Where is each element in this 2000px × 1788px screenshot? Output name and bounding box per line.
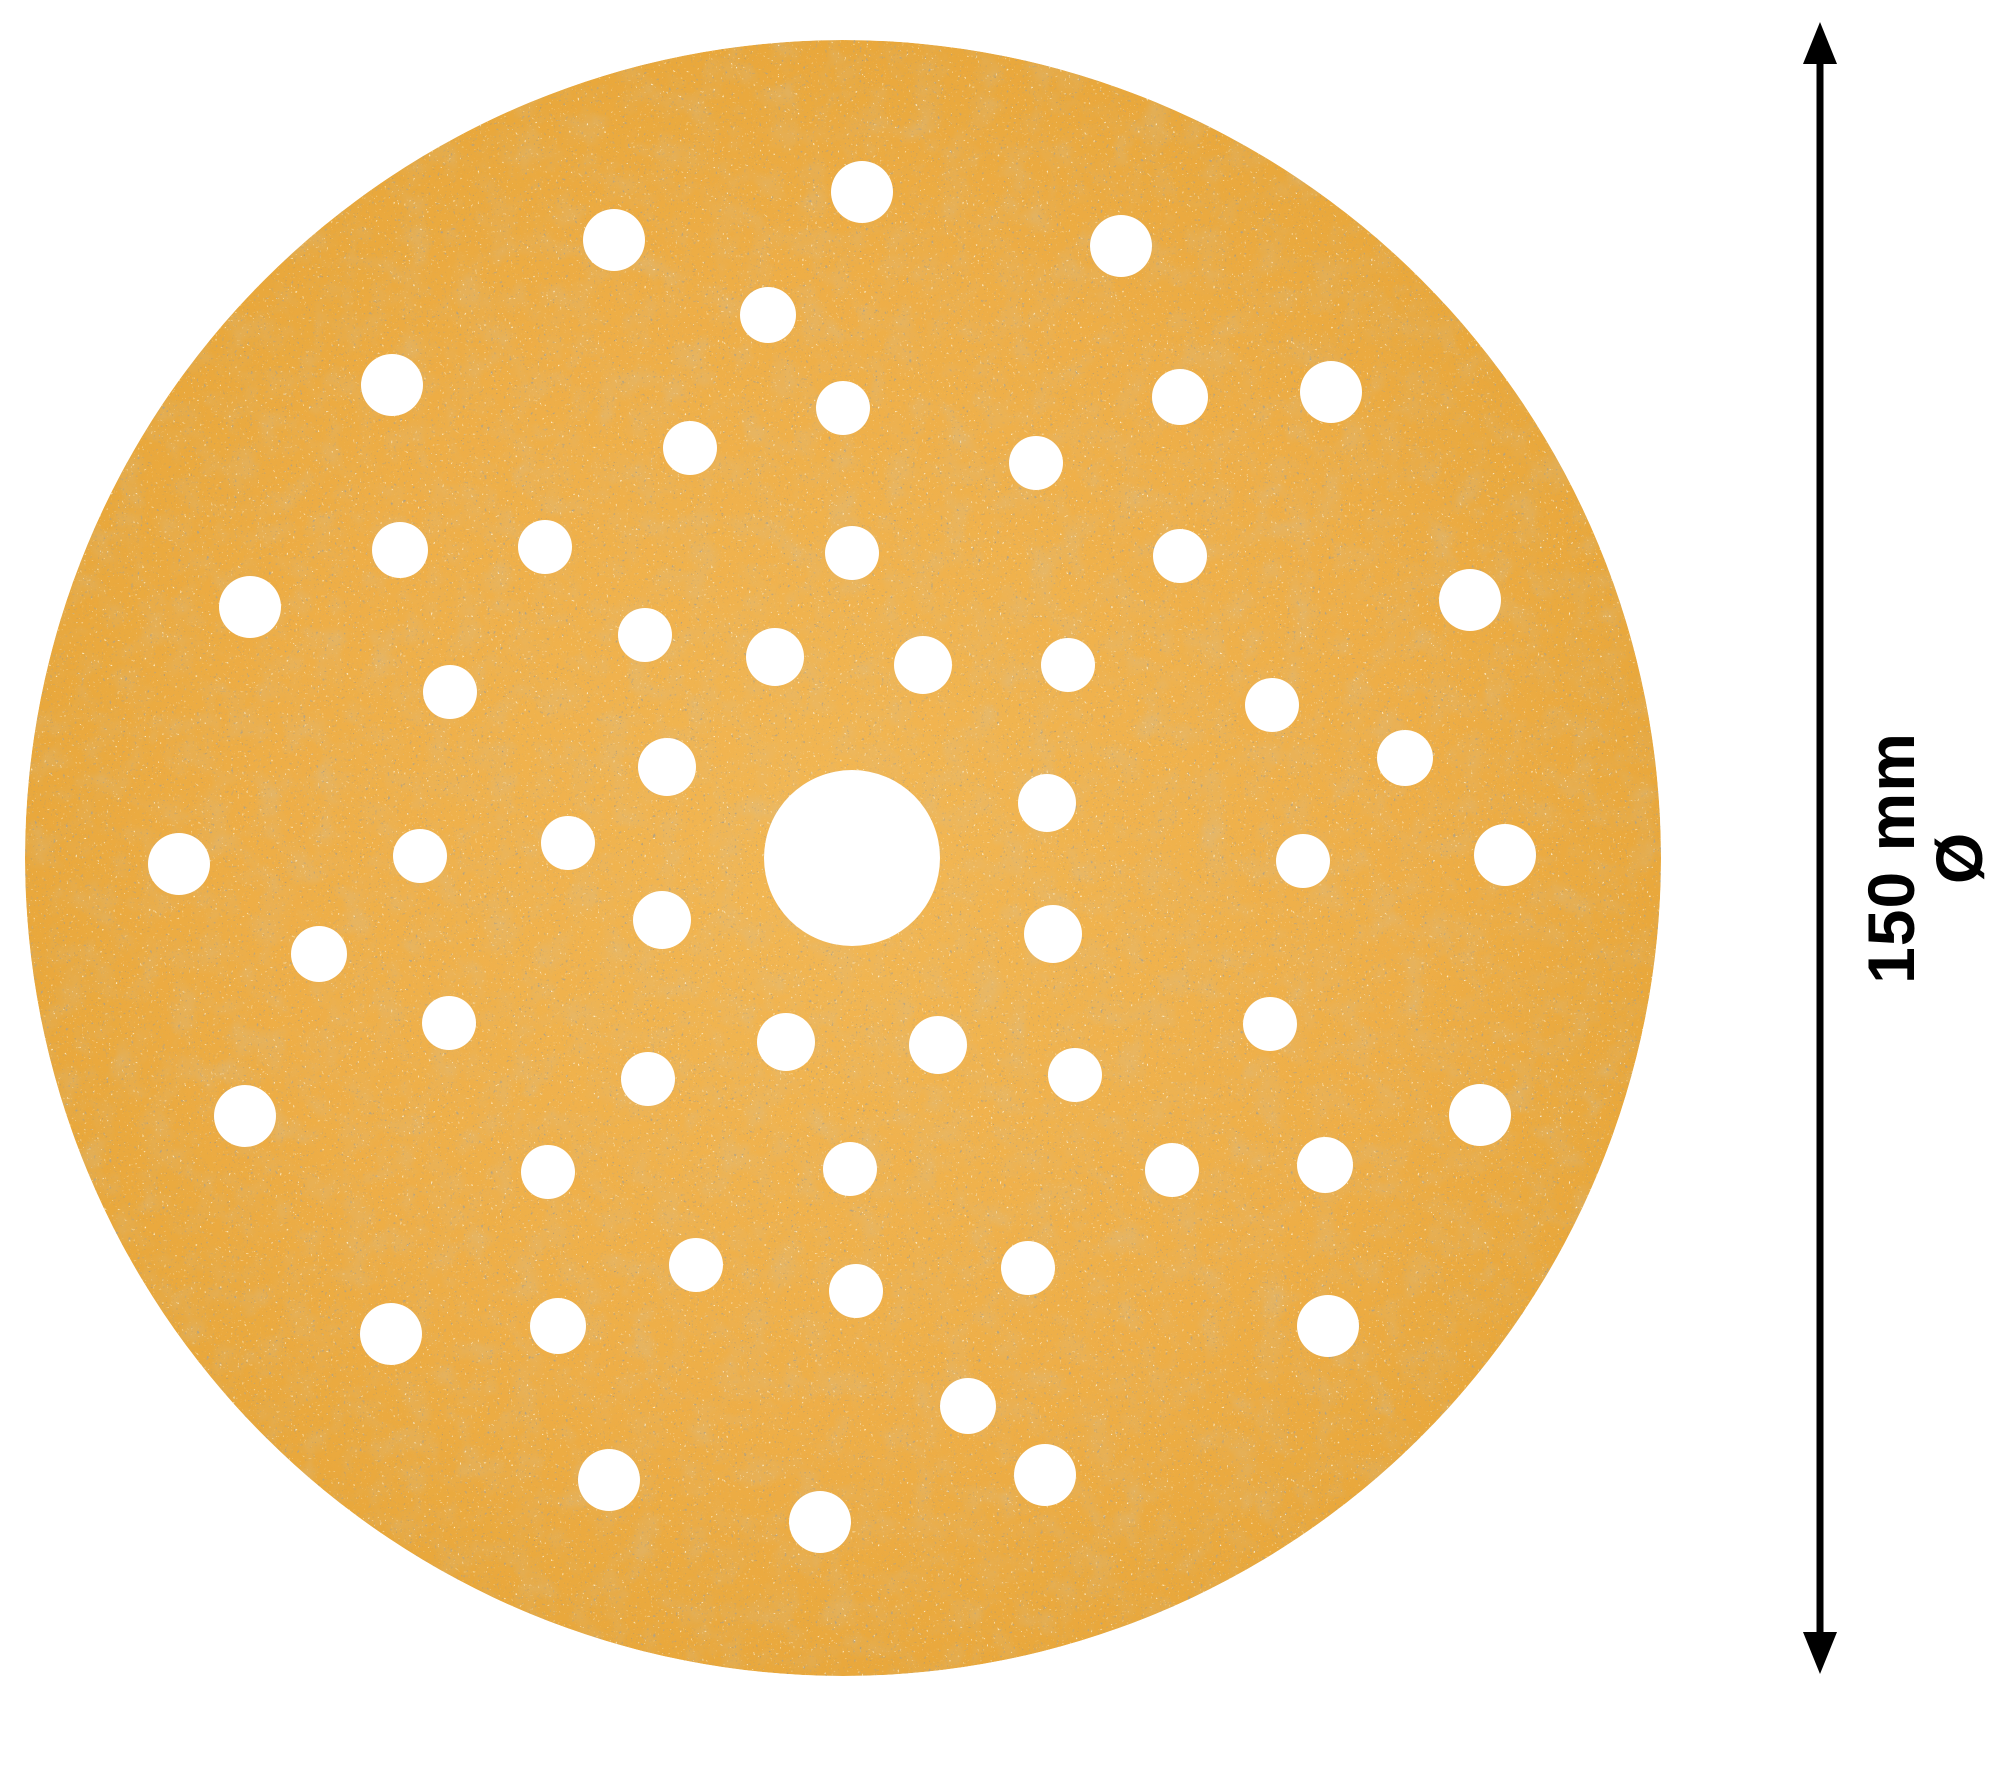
diameter-symbol: Ø [1925, 832, 1993, 884]
product-image-canvas: 150 mm Ø [0, 0, 2000, 1788]
dust-extraction-hole [757, 1013, 815, 1071]
dust-extraction-hole [422, 996, 476, 1050]
dust-extraction-hole [1153, 529, 1207, 583]
dust-extraction-hole [1439, 569, 1501, 631]
dust-extraction-hole [746, 628, 804, 686]
center-hole [764, 770, 940, 946]
dust-extraction-hole [1001, 1241, 1055, 1295]
dust-extraction-hole [831, 161, 893, 223]
dust-extraction-hole [1297, 1137, 1353, 1193]
dust-extraction-hole [423, 665, 477, 719]
dust-extraction-hole [909, 1016, 967, 1074]
dust-extraction-hole [638, 738, 696, 796]
arrow-down-icon [1803, 1632, 1837, 1674]
dust-extraction-hole [669, 1238, 723, 1292]
dust-extraction-hole [633, 891, 691, 949]
dust-extraction-hole [663, 421, 717, 475]
dust-extraction-hole [541, 816, 595, 870]
dust-extraction-hole [530, 1298, 586, 1354]
dust-extraction-hole [829, 1264, 883, 1318]
dust-extraction-hole [583, 209, 645, 271]
dust-extraction-hole [940, 1378, 996, 1434]
dust-extraction-hole [219, 576, 281, 638]
dust-extraction-hole [518, 520, 572, 574]
dust-extraction-hole [521, 1145, 575, 1199]
dust-extraction-hole [1245, 678, 1299, 732]
dust-extraction-hole [393, 829, 447, 883]
dust-extraction-hole [578, 1449, 640, 1511]
dust-extraction-hole [621, 1052, 675, 1106]
dust-extraction-hole [1152, 369, 1208, 425]
dimension-label: 150 mm Ø [1825, 658, 2000, 1058]
dust-extraction-hole [1048, 1048, 1102, 1102]
sanding-disc-illustration [0, 0, 2000, 1788]
diameter-value: 150 mm [1857, 732, 1925, 984]
dust-extraction-hole [1377, 730, 1433, 786]
dust-extraction-hole [1474, 824, 1536, 886]
dust-extraction-hole [1300, 361, 1362, 423]
dust-extraction-hole [816, 381, 870, 435]
dust-extraction-hole [1276, 834, 1330, 888]
dust-extraction-hole [823, 1142, 877, 1196]
dust-extraction-hole [291, 926, 347, 982]
dust-extraction-hole [740, 287, 796, 343]
dust-extraction-hole [1018, 774, 1076, 832]
dust-extraction-hole [1297, 1295, 1359, 1357]
speckle-texture-light [0, 0, 2000, 1788]
dust-extraction-hole [1243, 997, 1297, 1051]
dust-extraction-hole [1014, 1444, 1076, 1506]
dust-extraction-hole [360, 1303, 422, 1365]
dust-extraction-hole [372, 522, 428, 578]
dust-extraction-hole [789, 1491, 851, 1553]
dust-extraction-hole [1090, 215, 1152, 277]
dust-extraction-hole [361, 354, 423, 416]
dust-extraction-hole [618, 608, 672, 662]
dust-extraction-hole [1009, 436, 1063, 490]
dust-extraction-hole [1449, 1084, 1511, 1146]
dust-extraction-hole [825, 526, 879, 580]
dust-extraction-hole [214, 1085, 276, 1147]
dust-extraction-hole [1041, 638, 1095, 692]
sanding-disc [0, 0, 2000, 1788]
arrow-up-icon [1803, 22, 1837, 64]
dust-extraction-hole [894, 636, 952, 694]
dust-extraction-hole [148, 833, 210, 895]
dust-extraction-hole [1145, 1143, 1199, 1197]
dust-extraction-hole [1024, 905, 1082, 963]
